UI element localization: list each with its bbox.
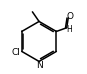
Text: O: O <box>66 12 73 21</box>
Text: H: H <box>67 25 72 34</box>
Text: Cl: Cl <box>12 48 21 57</box>
Text: N: N <box>36 61 42 70</box>
